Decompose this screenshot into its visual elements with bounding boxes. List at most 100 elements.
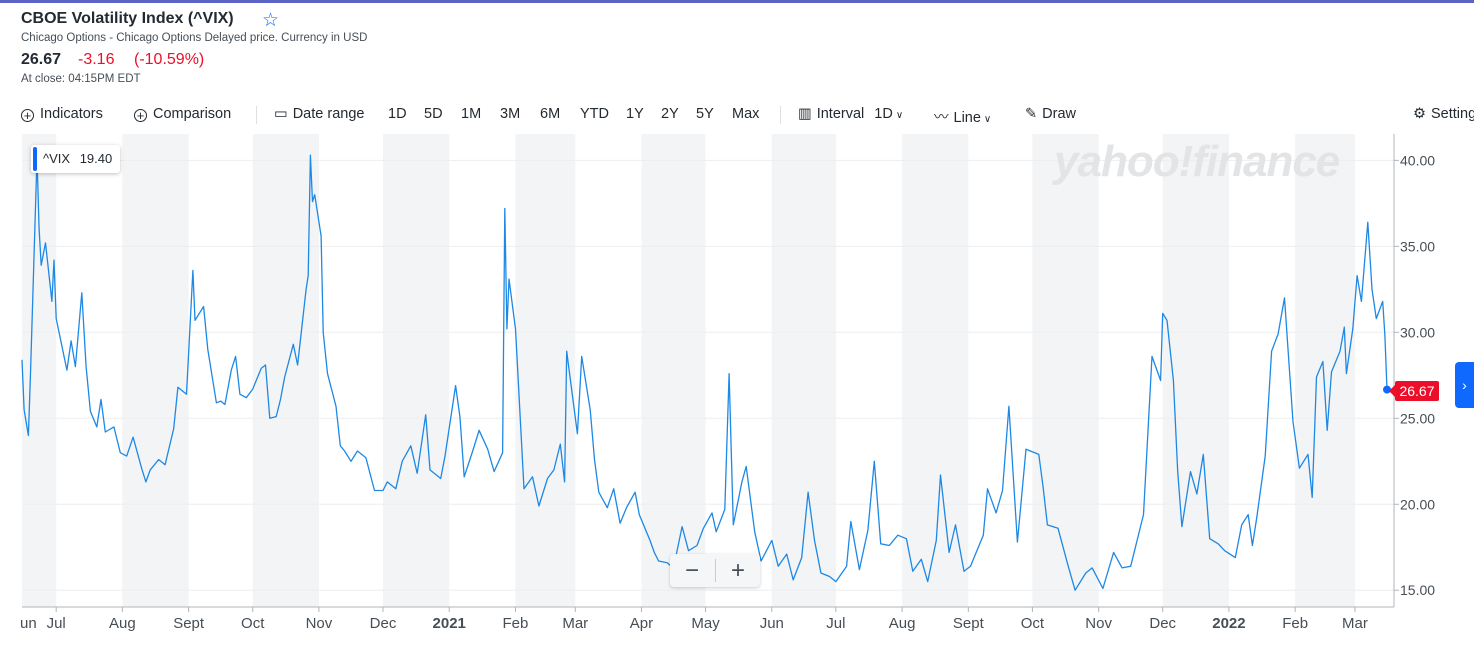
- month-band: [641, 134, 706, 607]
- x-tick-label: Feb: [503, 615, 529, 632]
- y-tick-label: 15.00: [1400, 582, 1435, 598]
- x-tick-label: 2022: [1212, 615, 1245, 632]
- chart-type-label: Line: [953, 110, 981, 126]
- y-tick-label: 40.00: [1400, 152, 1435, 168]
- legend-value: 19.40: [79, 151, 113, 166]
- range-ytd[interactable]: YTD: [580, 106, 609, 122]
- yahoo-finance-watermark: yahoo!finance: [1054, 137, 1340, 186]
- x-tick-label: Feb: [1282, 615, 1308, 632]
- x-tick-label: un: [20, 615, 37, 632]
- legend-color-bar: [33, 147, 37, 171]
- comparison-label: Comparison: [153, 106, 232, 122]
- quote-close-time: At close: 04:15PM EDT: [21, 73, 141, 85]
- chart-type-button[interactable]: 〰 Line ∨: [934, 106, 991, 127]
- quote-change: -3.16: [78, 51, 115, 68]
- x-tick-label: Nov: [1085, 615, 1112, 632]
- watchlist-star-icon[interactable]: ☆: [262, 10, 280, 31]
- chevron-down-icon: ∨: [895, 110, 904, 121]
- grid-lines: [22, 159, 1394, 591]
- x-tick-label: 2021: [433, 615, 466, 632]
- indicators-label: Indicators: [40, 106, 103, 122]
- x-axis: un Jul Aug Sept Oct Nov Dec 2021 Feb Mar Apr May Jun…: [20, 606, 1394, 632]
- indicators-button[interactable]: + Indicators: [21, 106, 103, 122]
- x-tick-label: Aug: [889, 615, 916, 632]
- line-chart-icon: 〰: [934, 110, 949, 126]
- y-tick-label: 35.00: [1400, 238, 1435, 254]
- interval-button[interactable]: ▥ Interval 1D ∨: [798, 106, 903, 122]
- range-1y[interactable]: 1Y: [626, 106, 644, 122]
- interval-label: Interval: [816, 106, 865, 122]
- x-tick-label: Sept: [953, 615, 985, 632]
- date-range-label: Date range: [292, 106, 365, 122]
- range-max[interactable]: Max: [732, 106, 760, 122]
- chevron-down-icon: ∨: [983, 114, 992, 125]
- x-tick-label: Dec: [1149, 615, 1176, 632]
- date-range-button[interactable]: ▭ Date range: [274, 106, 364, 122]
- plus-circle-icon: +: [21, 109, 34, 122]
- gear-icon: ⚙: [1413, 106, 1426, 122]
- x-tick-label: Nov: [306, 615, 333, 632]
- month-band: [122, 134, 189, 607]
- month-band: [1162, 134, 1229, 607]
- zoom-controls: − +: [670, 554, 760, 587]
- month-band: [902, 134, 969, 607]
- x-tick-label: Aug: [109, 615, 136, 632]
- top-accent-bar: [0, 0, 1474, 3]
- draw-label: Draw: [1042, 106, 1076, 122]
- range-6m[interactable]: 6M: [540, 106, 561, 122]
- y-tick-label: 20.00: [1400, 496, 1435, 512]
- y-tick-label: 30.00: [1400, 324, 1435, 340]
- range-1d[interactable]: 1D: [388, 106, 407, 122]
- settings-label: Settings: [1431, 106, 1474, 122]
- quote-change-percent: (-10.59%): [134, 51, 205, 68]
- x-tick-label: Dec: [370, 615, 397, 632]
- range-1m[interactable]: 1M: [461, 106, 482, 122]
- interval-icon: ▥: [798, 106, 812, 122]
- x-tick-label: Jul: [826, 615, 845, 632]
- x-tick-label: Jun: [760, 615, 784, 632]
- month-band: [383, 134, 450, 607]
- month-band: [515, 134, 576, 607]
- plus-circle-icon: +: [134, 109, 147, 122]
- x-tick-label: Oct: [1021, 615, 1045, 632]
- comparison-button[interactable]: + Comparison: [134, 106, 231, 122]
- x-tick-label: Sept: [173, 615, 205, 632]
- vix-line: [21, 154, 1388, 591]
- toolbar-divider: [780, 106, 781, 124]
- y-tick-label: 25.00: [1400, 410, 1435, 426]
- quote-title: CBOE Volatility Index (^VIX): [21, 10, 234, 27]
- month-band: [1032, 134, 1099, 607]
- x-tick-label: Mar: [562, 615, 588, 632]
- chart-toolbar: + Indicators + Comparison ▭ Date range 1D 5…: [0, 100, 1474, 130]
- range-2y[interactable]: 2Y: [661, 106, 679, 122]
- x-tick-label: Jul: [47, 615, 66, 632]
- toolbar-divider: [256, 106, 257, 124]
- x-tick-label: May: [691, 615, 720, 632]
- series-legend[interactable]: ^VIX 19.40: [31, 145, 121, 173]
- x-tick-label: Oct: [241, 615, 265, 632]
- draw-button[interactable]: ✎ Draw: [1025, 106, 1076, 122]
- month-band: [22, 134, 57, 607]
- last-price-tag: 26.67: [1389, 381, 1439, 401]
- month-bands: [22, 134, 1355, 607]
- quote-price: 26.67: [21, 51, 62, 68]
- y-axis: 15.00 20.00 25.00 30.00 35.00 40.00: [1393, 134, 1435, 607]
- zoom-divider: [715, 559, 716, 582]
- zoom-out-minus-icon[interactable]: −: [684, 557, 699, 584]
- x-tick-label: Apr: [630, 615, 653, 632]
- interval-value: 1D: [874, 106, 893, 122]
- x-tick-label: Mar: [1342, 615, 1368, 632]
- settings-button[interactable]: ⚙ Settings: [1413, 106, 1474, 122]
- price-chart[interactable]: un Jul Aug Sept Oct Nov Dec 2021 Feb Mar Apr May Jun…: [0, 134, 1474, 644]
- month-band: [1295, 134, 1355, 607]
- zoom-in-plus-icon[interactable]: +: [730, 557, 745, 584]
- range-5y[interactable]: 5Y: [696, 106, 714, 122]
- expand-panel-chevron-icon[interactable]: ›: [1455, 362, 1474, 408]
- quote-subtitle: Chicago Options - Chicago Options Delaye…: [21, 32, 368, 44]
- range-3m[interactable]: 3M: [500, 106, 521, 122]
- calendar-icon: ▭: [274, 106, 288, 122]
- legend-symbol: ^VIX: [43, 151, 71, 166]
- range-5d[interactable]: 5D: [424, 106, 443, 122]
- pencil-icon: ✎: [1025, 106, 1038, 122]
- month-band: [771, 134, 836, 607]
